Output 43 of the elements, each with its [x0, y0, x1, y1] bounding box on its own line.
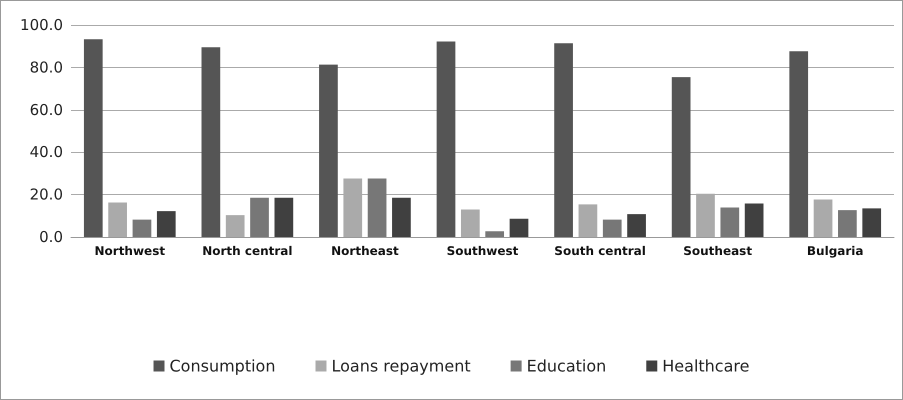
x-tick-label: Northeast: [331, 244, 399, 258]
x-tick-label: Bulgaria: [806, 244, 864, 258]
bar: [602, 220, 622, 237]
bar: [578, 204, 598, 237]
bar: [744, 204, 764, 237]
bar: [202, 47, 220, 237]
x-tick-label: Southwest: [446, 244, 519, 258]
bar: [392, 198, 411, 237]
x-tick-label: South central: [554, 244, 646, 258]
y-tick-label: 40.0: [30, 143, 63, 162]
legend-label: Healthcare: [662, 356, 750, 376]
bar: [862, 208, 882, 237]
bar: [132, 220, 152, 237]
bar: [319, 64, 338, 237]
bar: [156, 211, 176, 237]
y-tick-label: 60.0: [30, 100, 63, 119]
legend-label: Loans repayment: [331, 356, 471, 376]
bar: [510, 218, 528, 237]
y-tick-label: 100.0: [20, 16, 63, 34]
bar: [554, 43, 573, 237]
bar: [274, 198, 294, 237]
bar: [460, 209, 480, 237]
legend-label: Consumption: [170, 356, 276, 376]
bar: [789, 51, 808, 237]
bar: [84, 39, 103, 237]
y-tick-label: 0.0: [39, 228, 63, 246]
bar: [814, 199, 832, 237]
y-tick-label: 20.0: [30, 186, 63, 204]
bar: [108, 202, 127, 237]
legend-label: Education: [526, 356, 606, 376]
bar: [720, 208, 740, 237]
bar: [436, 42, 456, 237]
bar: [368, 178, 386, 237]
x-tick-label: Northwest: [94, 244, 166, 258]
bar: [672, 77, 691, 237]
bar: [485, 231, 504, 237]
bar: [838, 210, 857, 237]
bar: [226, 215, 245, 237]
bar: [250, 198, 269, 237]
x-tick-label: Southeast: [683, 244, 752, 258]
y-tick-label: 80.0: [30, 58, 63, 76]
x-tick-label: North central: [202, 244, 293, 258]
bar: [627, 214, 646, 237]
